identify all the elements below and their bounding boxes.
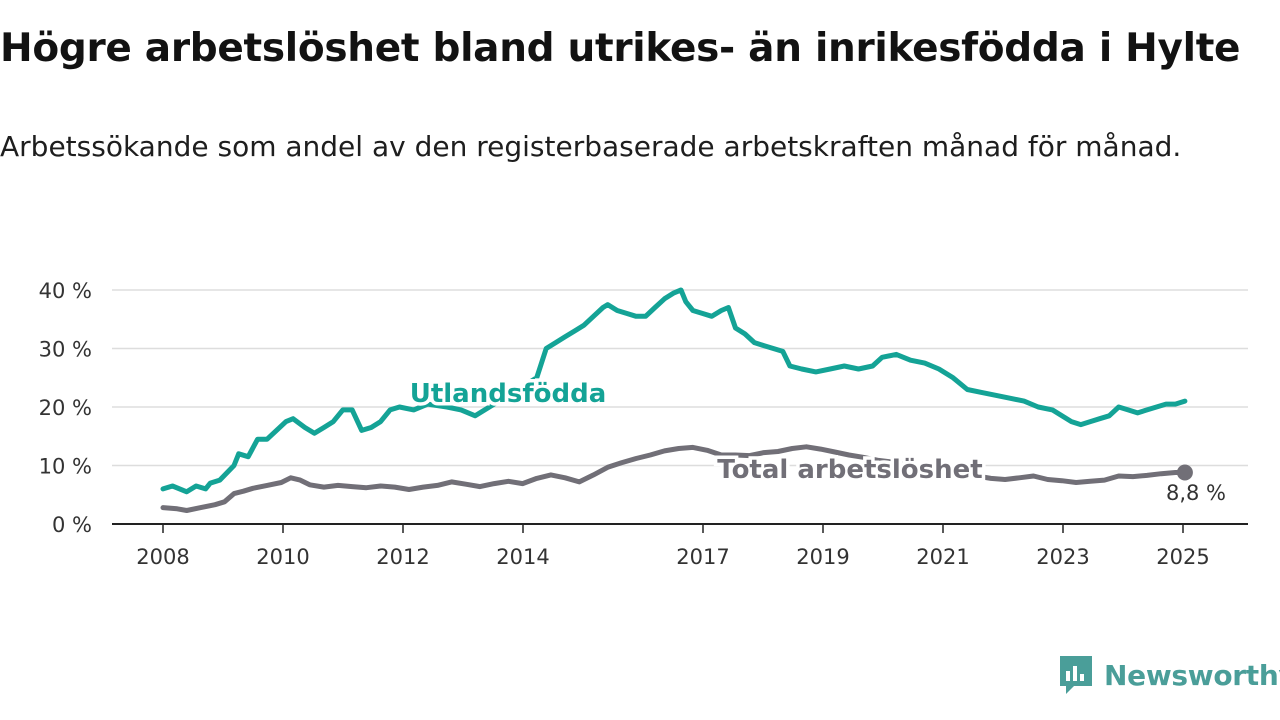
y-tick-label: 20 %	[39, 396, 92, 420]
x-tick-label: 2014	[496, 545, 549, 569]
y-tick-label: 10 %	[39, 455, 92, 479]
series-label-total: Total arbetslöshet	[717, 455, 982, 485]
end-value-label: 8,8 %	[1166, 481, 1226, 505]
chart-title: Högre arbetslöshet bland utrikes- än inr…	[0, 26, 1241, 71]
bar-chart-badge-icon	[1060, 656, 1092, 694]
brand-logo: Newsworthy	[1058, 654, 1280, 696]
series-line-total-arbetslöshet	[160, 444, 1188, 513]
x-tick-label: 2012	[376, 545, 429, 569]
series-lines	[160, 287, 1188, 513]
x-axis-ticks: 2008 2010 2012 2014 2017 2019 2021 2023 2025	[112, 523, 1248, 569]
y-axis-ticks: 0 % 10 % 20 % 30 % 40 %	[39, 279, 92, 537]
end-point-marker	[1176, 464, 1193, 481]
y-tick-label: 30 %	[39, 338, 92, 362]
series-line-utlandsfödda	[160, 287, 1188, 495]
x-tick-label: 2023	[1036, 545, 1089, 569]
gridlines	[112, 289, 1248, 467]
series-label-foreign: Utlandsfödda	[410, 379, 607, 409]
x-tick-label: 2008	[136, 545, 189, 569]
series-labels: 8,8 % Utlandsfödda Total arbetslöshet	[406, 376, 1226, 506]
chart-subtitle: Arbetssökande som andel av den registerb…	[0, 130, 1182, 163]
x-tick-label: 2021	[916, 545, 969, 569]
x-tick-label: 2025	[1156, 545, 1209, 569]
x-tick-label: 2017	[676, 545, 729, 569]
line-chart: 0 % 10 % 20 % 30 % 40 % 2008 2010 2012 2014 2017…	[39, 279, 1248, 569]
x-tick-label: 2010	[256, 545, 309, 569]
y-tick-label: 40 %	[39, 279, 92, 303]
x-tick-label: 2019	[796, 545, 849, 569]
brand-name: Newsworthy	[1104, 658, 1280, 692]
y-tick-label: 0 %	[52, 513, 92, 537]
